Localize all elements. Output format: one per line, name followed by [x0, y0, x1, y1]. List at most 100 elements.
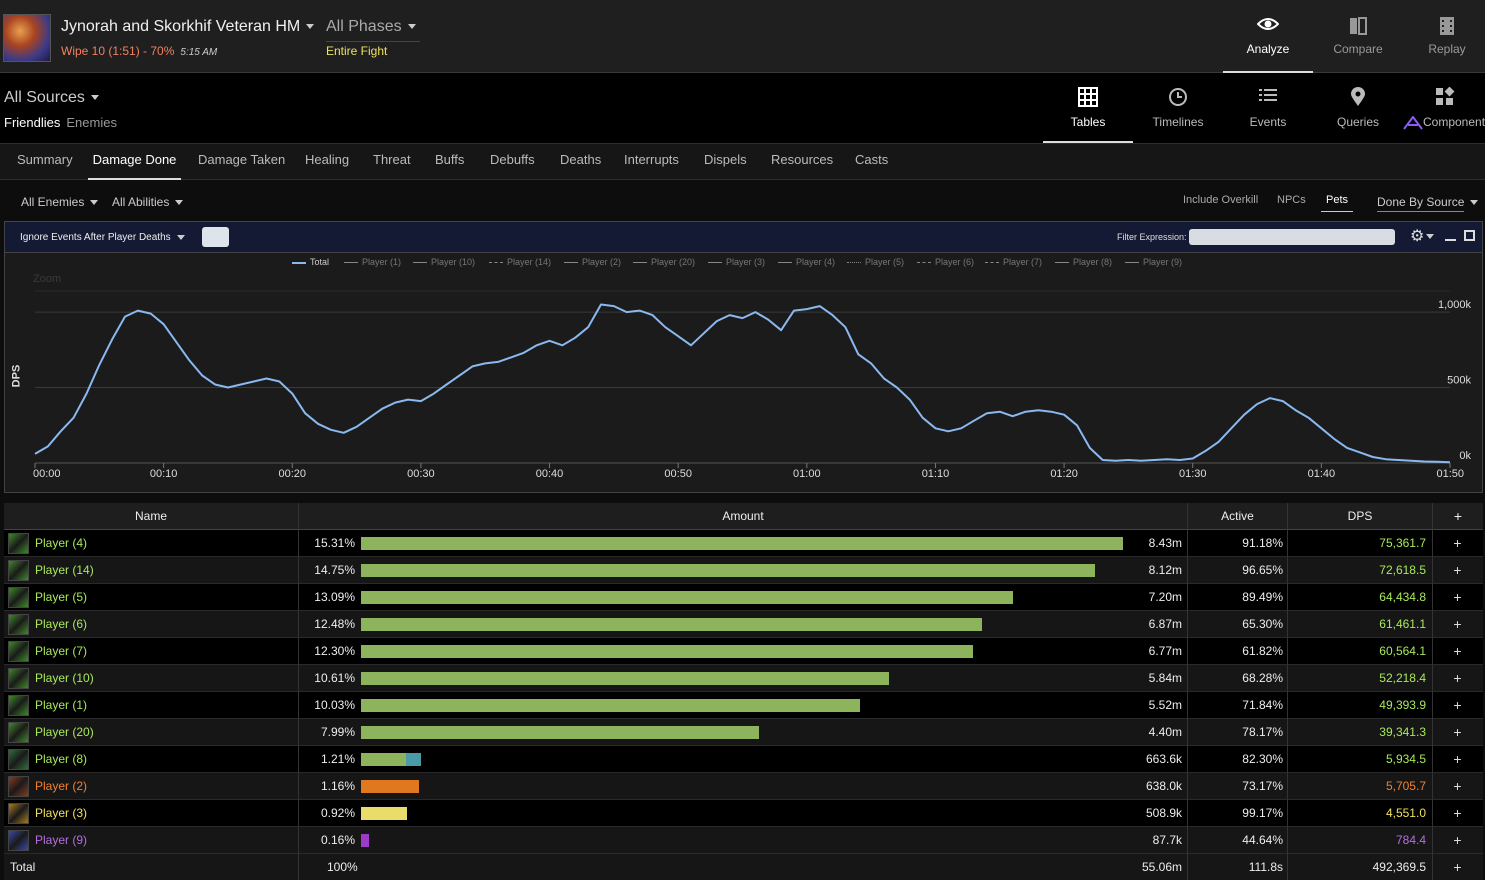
tab-interrupts[interactable]: Interrupts	[624, 152, 679, 167]
table-row[interactable]: Player (3) 0.92% 508.9k 99.17% 4,551.0 +	[4, 800, 1483, 827]
tab-damage-taken[interactable]: Damage Taken	[198, 152, 286, 167]
tab-casts[interactable]: Casts	[855, 152, 889, 167]
amount-percent: 10.03%	[314, 698, 355, 712]
table-row[interactable]: Player (7) 12.30% 6.77m 61.82% 60,564.1 +	[4, 638, 1483, 665]
tab-dispels[interactable]: Dispels	[704, 152, 747, 167]
enemies-link[interactable]: Enemies	[66, 115, 117, 130]
maximize-icon[interactable]	[1464, 230, 1475, 241]
player-name[interactable]: Player (9)	[35, 833, 88, 847]
player-name[interactable]: Player (5)	[35, 590, 88, 604]
tab-debuffs[interactable]: Debuffs	[490, 152, 535, 167]
include-overkill-toggle[interactable]: Include Overkill	[1183, 194, 1259, 206]
ignore-deaths-toggle[interactable]	[202, 227, 229, 247]
expand-row-button[interactable]: +	[1453, 697, 1462, 713]
tab-deaths[interactable]: Deaths	[560, 152, 602, 167]
player-name[interactable]: Player (14)	[35, 563, 94, 577]
expand-row-button[interactable]: +	[1453, 589, 1462, 605]
x-tick-label: 00:10	[150, 468, 178, 480]
filter-expression-input[interactable]	[1189, 229, 1395, 245]
legend-item[interactable]: Player (1)	[344, 257, 401, 267]
table-row[interactable]: Player (6) 12.48% 6.87m 65.30% 61,461.1 +	[4, 611, 1483, 638]
expand-total-button[interactable]: +	[1453, 859, 1462, 875]
table-row[interactable]: Player (8) 1.21% 663.6k 82.30% 5,934.5 +	[4, 746, 1483, 773]
player-name[interactable]: Player (1)	[35, 698, 88, 712]
col-amount[interactable]: Amount	[722, 509, 764, 523]
divider	[1187, 584, 1188, 611]
tab-summary[interactable]: Summary	[17, 152, 73, 167]
col-active[interactable]: Active	[1221, 509, 1254, 523]
tab-threat[interactable]: Threat	[373, 152, 411, 167]
legend-item[interactable]: Player (14)	[489, 257, 551, 267]
active-percent: 99.17%	[1242, 806, 1283, 820]
player-name[interactable]: Player (7)	[35, 644, 88, 658]
table-row[interactable]: Player (14) 14.75% 8.12m 96.65% 72,618.5 +	[4, 557, 1483, 584]
view-tables[interactable]: Tables	[1043, 73, 1133, 143]
source-selector[interactable]: All Sources	[4, 89, 99, 107]
col-name[interactable]: Name	[134, 509, 167, 523]
legend-item[interactable]: Player (3)	[708, 257, 765, 267]
legend-item[interactable]: Player (9)	[1125, 257, 1182, 267]
player-name[interactable]: Player (20)	[35, 725, 94, 739]
expand-row-button[interactable]: +	[1453, 535, 1462, 551]
table-row[interactable]: Player (10) 10.61% 5.84m 68.28% 52,218.4 +	[4, 665, 1483, 692]
tab-buffs[interactable]: Buffs	[435, 152, 465, 167]
add-column-button[interactable]: +	[1453, 508, 1463, 524]
expand-row-button[interactable]: +	[1453, 724, 1462, 740]
player-name[interactable]: Player (8)	[35, 752, 88, 766]
tab-healing[interactable]: Healing	[305, 152, 350, 167]
legend-item[interactable]: Player (6)	[917, 257, 974, 267]
nav-analyze[interactable]: Analyze	[1223, 0, 1313, 73]
legend-item[interactable]: Total	[292, 257, 329, 267]
expand-row-button[interactable]: +	[1453, 805, 1462, 821]
expand-row-button[interactable]: +	[1453, 643, 1462, 659]
table-row[interactable]: Player (1) 10.03% 5.52m 71.84% 49,393.9 +	[4, 692, 1483, 719]
expand-row-button[interactable]: +	[1453, 778, 1462, 794]
legend-item[interactable]: Player (8)	[1055, 257, 1112, 267]
legend-item[interactable]: Player (10)	[413, 257, 475, 267]
tab-resources[interactable]: Resources	[771, 152, 834, 167]
nav-label: Compare	[1333, 42, 1383, 56]
legend-item[interactable]: Player (2)	[564, 257, 621, 267]
view-queries[interactable]: Queries	[1313, 73, 1403, 143]
expand-row-button[interactable]: +	[1453, 832, 1462, 848]
player-name[interactable]: Player (3)	[35, 806, 88, 820]
legend-item[interactable]: Player (4)	[778, 257, 835, 267]
legend-item[interactable]: Player (7)	[985, 257, 1042, 267]
player-name[interactable]: Player (4)	[35, 536, 88, 550]
table-row[interactable]: Player (5) 13.09% 7.20m 89.49% 64,434.8 +	[4, 584, 1483, 611]
table-row[interactable]: Player (20) 7.99% 4.40m 78.17% 39,341.3 +	[4, 719, 1483, 746]
view-component[interactable]: Component	[1403, 73, 1485, 143]
legend-item[interactable]: Player (5)	[847, 257, 904, 267]
expand-row-button[interactable]: +	[1453, 751, 1462, 767]
nav-compare[interactable]: Compare	[1313, 0, 1403, 73]
enemy-filter[interactable]: All Enemies	[21, 195, 99, 209]
minimize-icon[interactable]	[1445, 239, 1456, 241]
pets-toggle[interactable]: Pets	[1321, 194, 1354, 212]
col-dps[interactable]: DPS	[1347, 509, 1373, 523]
chart-plot[interactable]: 0k 500k 1,000k 00:00 00:10 00:20 00:30 00:40 00:…	[5, 253, 1482, 493]
npcs-toggle[interactable]: NPCs	[1277, 194, 1306, 206]
gear-icon[interactable]: ⚙	[1410, 226, 1435, 246]
series-line-total[interactable]	[34, 303, 1451, 464]
ignore-deaths-selector[interactable]: Ignore Events After Player Deaths	[20, 232, 185, 243]
phase-selector[interactable]: All Phases	[326, 18, 416, 36]
expand-row-button[interactable]: +	[1453, 616, 1462, 632]
legend-item[interactable]: Player (20)	[633, 257, 695, 267]
view-events[interactable]: Events	[1223, 73, 1313, 143]
fight-selector[interactable]: Jynorah and Skorkhif Veteran HM	[61, 18, 315, 36]
done-by-selector[interactable]: Done By Source	[1377, 195, 1479, 212]
expand-row-button[interactable]: +	[1453, 562, 1462, 578]
player-name[interactable]: Player (6)	[35, 617, 88, 631]
player-name[interactable]: Player (10)	[35, 671, 94, 685]
table-row[interactable]: Player (9) 0.16% 87.7k 44.64% 784.4 +	[4, 827, 1483, 854]
tab-damage-done[interactable]: Damage Done	[88, 144, 181, 180]
amount-bar	[361, 753, 407, 766]
view-timelines[interactable]: Timelines	[1133, 73, 1223, 143]
table-row[interactable]: Player (2) 1.16% 638.0k 73.17% 5,705.7 +	[4, 773, 1483, 800]
friendlies-link[interactable]: Friendlies	[4, 115, 61, 130]
ability-filter[interactable]: All Abilities	[112, 195, 184, 209]
expand-row-button[interactable]: +	[1453, 670, 1462, 686]
table-row[interactable]: Player (4) 15.31% 8.43m 91.18% 75,361.7 +	[4, 530, 1483, 557]
nav-replay[interactable]: Replay	[1402, 0, 1485, 73]
player-name[interactable]: Player (2)	[35, 779, 88, 793]
